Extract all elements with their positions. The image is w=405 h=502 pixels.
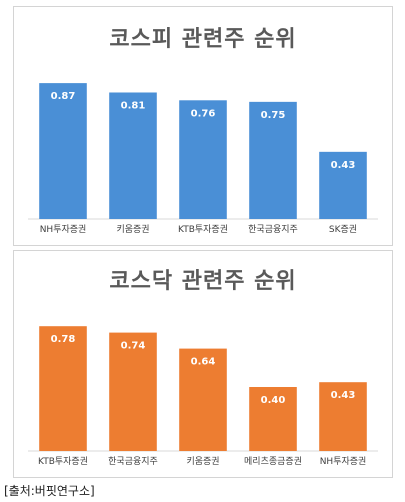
data-label: 0.43	[331, 160, 356, 171]
bar	[249, 101, 297, 219]
x-tick-label: 메리츠종금증권	[244, 455, 302, 467]
x-tick-label: NH투자증권	[40, 223, 87, 235]
data-label: 0.81	[121, 100, 146, 111]
data-label: 0.78	[51, 334, 76, 345]
x-tick-label: NH투자증권	[320, 455, 367, 467]
x-tick-label: SK증권	[329, 223, 357, 235]
bar	[319, 382, 367, 451]
data-label: 0.43	[331, 390, 356, 401]
source-caption: [출처:버핏연구소]	[4, 484, 95, 498]
data-label: 0.75	[261, 110, 286, 121]
chart-title: 코스닥 관련주 순위	[109, 269, 297, 294]
x-tick-label: 키움증권	[186, 455, 219, 467]
bar	[179, 100, 227, 219]
x-tick-label: KTB투자증권	[38, 455, 88, 467]
kosdaq-chart-panel: 코스닥 관련주 순위 0.78 KTB투자증권 0.74 한국금융지주 0.64 키움증권…	[13, 250, 393, 478]
kospi-bar-chart: 0.87 NH투자증권 0.81 키움증권 0.76 KTB투자증권 0.75 한국금융지주 0…	[28, 83, 378, 235]
x-tick-label: 한국금융지주	[248, 224, 298, 235]
data-label: 0.87	[51, 91, 76, 102]
data-label: 0.40	[261, 395, 286, 406]
x-tick-label: KTB투자증권	[178, 223, 228, 235]
x-tick-label: 한국금융지주	[108, 456, 158, 467]
kospi-chart-panel: 코스피 관련주 순위 0.87 NH투자증권 0.81 키움증권 0.76 KTB투자증권…	[13, 6, 393, 246]
bar	[179, 348, 227, 451]
chart-title: 코스피 관련주 순위	[109, 27, 297, 52]
bar	[319, 151, 367, 219]
bar	[39, 83, 87, 219]
bar	[39, 326, 87, 451]
data-label: 0.64	[191, 357, 216, 368]
data-label: 0.76	[191, 108, 216, 119]
bar	[109, 92, 157, 219]
bar	[109, 332, 157, 451]
kosdaq-bar-chart: 0.78 KTB투자증권 0.74 한국금융지주 0.64 키움증권 0.40 메리츠종금증권…	[28, 326, 378, 467]
bar	[249, 387, 297, 451]
x-tick-label: 키움증권	[116, 223, 149, 235]
data-label: 0.74	[121, 341, 146, 352]
